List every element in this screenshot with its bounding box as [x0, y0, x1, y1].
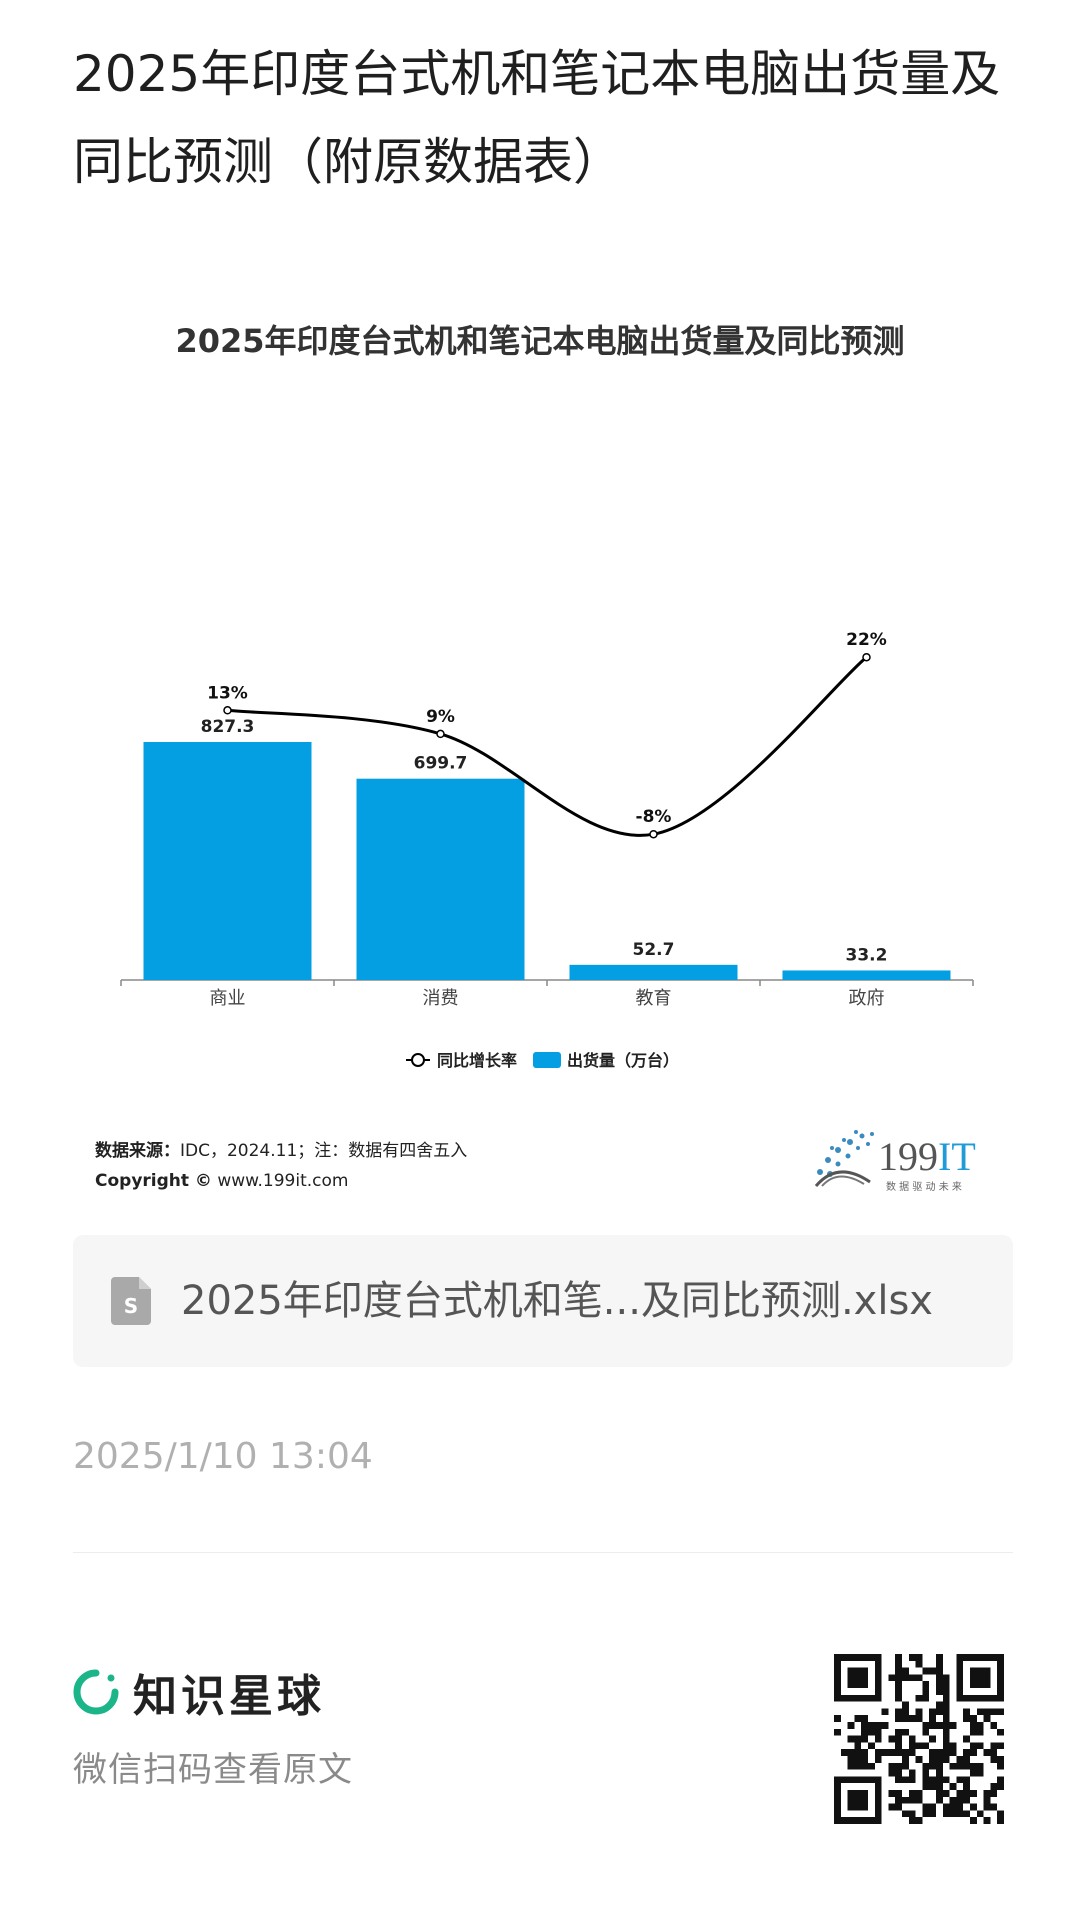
zsxq-app-name: 知识星球 — [133, 1671, 325, 1722]
growth-label: -8% — [636, 807, 672, 827]
bar-label: 827.3 — [201, 717, 255, 737]
qr-code-icon[interactable] — [834, 1654, 1004, 1824]
copyright-site: www.199it.com — [217, 1171, 349, 1191]
x-tick-label: 教育 — [636, 988, 672, 1009]
zsxq-logo: 知识星球 — [73, 1660, 353, 1724]
growth-point — [862, 652, 871, 662]
legend-label: 出货量（万台） — [567, 1051, 679, 1070]
bar-消费 — [356, 778, 525, 980]
scan-hint: 微信扫码查看原文 — [73, 1750, 353, 1790]
brand-logo-wordmark: 199IT — [878, 1134, 976, 1179]
source-note: 数据来源：IDC，2024.11；注：数据有四舍五入 Copyright © w… — [95, 1136, 467, 1196]
spreadsheet-file-icon: S — [111, 1277, 151, 1325]
file-name: 2025年印度台式机和笔...及同比预测.xlsx — [181, 1278, 933, 1324]
growth-point — [223, 706, 232, 715]
zsxq-footer: 知识星球 微信扫码查看原文 — [73, 1660, 353, 1791]
bar-label: 52.7 — [633, 940, 675, 960]
file-attachment[interactable]: S 2025年印度台式机和笔...及同比预测.xlsx — [73, 1235, 1013, 1367]
bar-政府 — [782, 970, 951, 980]
svg-text:S: S — [124, 1294, 138, 1318]
brand-logo-arc — [814, 1170, 871, 1187]
bar-label: 699.7 — [414, 754, 468, 774]
bar-商业 — [143, 742, 312, 980]
copyright-label: Copyright © — [95, 1171, 212, 1191]
growth-line — [227, 656, 868, 837]
zsxq-logo-icon — [73, 1669, 119, 1715]
bar-label: 33.2 — [846, 945, 888, 965]
post-date: 2025/1/10 13:04 — [73, 1436, 373, 1477]
growth-label: 9% — [426, 707, 455, 727]
source-label: 数据来源： — [95, 1141, 180, 1161]
legend-bar-swatch — [533, 1052, 561, 1068]
chart-card: 2025年印度台式机和笔记本电脑出货量及同比预测 827.3 商业 699.7 消费 5… — [73, 280, 1007, 1210]
x-tick-label: 政府 — [849, 988, 885, 1009]
growth-label: 22% — [846, 630, 887, 650]
x-tick-label: 商业 — [210, 988, 246, 1009]
post-title: 2025年印度台式机和笔记本电脑出货量及同比预测（附原数据表） — [73, 45, 1001, 191]
brand-logo: 199IT 数 据 驱 动 未 来 — [814, 1130, 976, 1193]
legend-line-marker — [411, 1053, 425, 1067]
growth-label: 13% — [207, 683, 248, 703]
growth-point — [649, 829, 658, 839]
source-text: IDC，2024.11；注：数据有四舍五入 — [180, 1141, 468, 1161]
divider — [73, 1552, 1013, 1553]
legend-label: 同比增长率 — [437, 1051, 517, 1070]
chart-title: 2025年印度台式机和笔记本电脑出货量及同比预测 — [175, 322, 905, 360]
growth-point — [436, 729, 445, 739]
bar-教育 — [569, 964, 738, 980]
brand-logo-mark — [817, 1130, 874, 1177]
chart: 827.3 商业 699.7 消费 52.7 教育 33.2 政府 13% 9% -8% 22% 同比增… — [120, 630, 974, 1070]
brand-slogan: 数 据 驱 动 未 来 — [886, 1180, 962, 1193]
x-tick-label: 消费 — [423, 988, 459, 1009]
